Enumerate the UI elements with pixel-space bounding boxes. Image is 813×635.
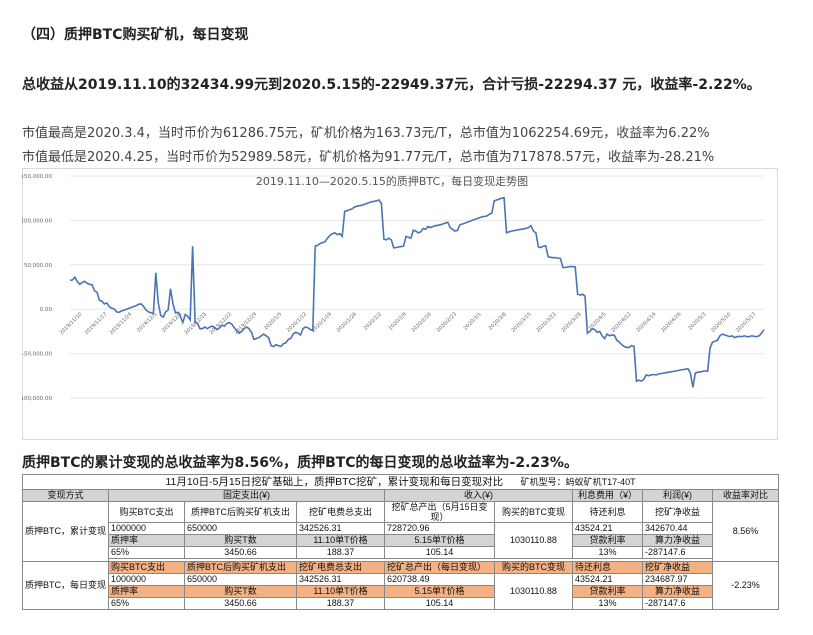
cell: 质押BTC后购买矿机支出	[184, 561, 297, 574]
cell: 13%	[572, 546, 643, 559]
cell: 650000	[184, 522, 297, 535]
summary-text: 总收益从2019.11.10的32434.99元到2020.5.15的-2294…	[22, 77, 761, 93]
cell: 贷款利率	[572, 585, 643, 598]
cell: 购买T数	[184, 585, 297, 598]
header-row: 变现方式 固定支出(¥) 收入(¥) 利息费用（¥） 利润(¥) 收益率对比	[22, 489, 780, 502]
hdr-profit: 利润(¥)	[642, 489, 713, 502]
cell: 挖矿电费总支出	[296, 501, 385, 523]
cell: 342526.31	[296, 522, 385, 535]
table-row: 1000000 650000 342526.31 728720.96 10301…	[23, 522, 779, 559]
table-row: 质押率 购买T数 11.10单T价格 5.15单T价格 贷款利率 算力净收益	[22, 585, 779, 598]
cell: 1000000	[108, 573, 185, 586]
cell: 质押BTC后购买矿机支出	[184, 501, 297, 523]
para-high: 市值最高是2020.3.4，当时币价为61286.75元，矿机价格为163.73…	[22, 126, 710, 141]
table-row: 质押BTC，每日变现 购买BTC支出 质押BTC后购买矿机支出 挖矿电费总支出 …	[22, 561, 780, 610]
cell: 贷款利率	[572, 534, 643, 547]
cell: 算力净收益	[642, 585, 713, 598]
cell: 620738.49	[384, 573, 495, 586]
row1-btc: 1030110.88	[494, 522, 573, 559]
cell: 待还利息	[572, 561, 643, 574]
hdr-interest: 利息费用（¥）	[572, 489, 643, 502]
hdr-method: 变现方式	[22, 489, 109, 502]
y-tick-label: 0.00	[40, 307, 53, 313]
table-title: 11月10日-5月15日挖矿基础上，质押BTC挖矿，累计变现和每日变现对比	[165, 476, 504, 488]
y-tick-label: -100,000.00	[22, 396, 52, 402]
y-tick-label: 100,000.00	[22, 218, 52, 224]
cell: 3450.66	[184, 597, 297, 610]
cell: 挖矿电费总支出	[296, 561, 385, 574]
table-row: 质押率 购买T数 11.10单T价格 5.15单T价格 贷款利率 算力净收益	[22, 534, 779, 547]
cell: 质押率	[108, 534, 185, 547]
cell: 188.37	[296, 546, 385, 559]
cell: 234687.97	[642, 573, 713, 586]
y-axis-ticks: 150,000.00 100,000.00 50,000.00 0.00 -50,000…	[22, 174, 52, 402]
cell: 购买的BTC变现	[494, 501, 573, 523]
cell: 650000	[184, 573, 297, 586]
cell: 挖矿总产出（每日变现）	[384, 561, 495, 574]
chart-title: 2019.11.10—2020.5.15的质押BTC，每日变现走势图	[256, 174, 528, 188]
y-tick-label: 50,000.00	[24, 263, 52, 269]
table-row: 65% 3450.66 188.37 105.14 13% -287147.6	[23, 546, 779, 559]
row2-rate: -2.23%	[711, 561, 780, 610]
cell: 13%	[572, 597, 643, 610]
cell: 购买T数	[184, 534, 297, 547]
cell: 5.15单T价格	[384, 534, 495, 547]
table-row: 65% 3450.66 188.37 105.14 13% -287147.6	[23, 597, 779, 610]
cell: 11.10单T价格	[296, 585, 385, 598]
cell: 5.15单T价格	[384, 585, 495, 598]
y-tick-label: 150,000.00	[22, 174, 52, 180]
line-chart: 150,000.00 100,000.00 50,000.00 0.00 -50,000…	[22, 168, 778, 440]
hdr-rate: 收益率对比	[711, 489, 780, 502]
comparison-table: 11月10日-5月15日挖矿基础上，质押BTC挖矿，累计变现和每日变现对比 矿机…	[21, 474, 780, 634]
series-line	[69, 196, 765, 388]
hdr-fixed-cost: 固定支出(¥)	[108, 489, 385, 502]
cell: 105.14	[384, 597, 495, 610]
cell: 342526.31	[296, 573, 385, 586]
row2-label: 质押BTC，每日变现	[22, 561, 109, 610]
cell: 1000000	[108, 522, 185, 535]
cell: 质押率	[108, 585, 185, 598]
table-row: 1000000 650000 342526.31 620738.49 10301…	[23, 573, 779, 610]
cell: 65%	[108, 597, 185, 610]
cell: 挖矿净收益	[642, 561, 713, 574]
cell: 728720.96	[384, 522, 495, 535]
cell: 3450.66	[184, 546, 297, 559]
cell: -287147.6	[642, 597, 713, 610]
section-heading: （四）质押BTC购买矿机，每日变现	[22, 27, 249, 43]
cell: 43524.21	[572, 522, 643, 535]
chart-grid	[70, 175, 764, 399]
cell: 待还利息	[572, 501, 643, 523]
row1-label: 质押BTC，累计变现	[22, 501, 109, 562]
cell: 11.10单T价格	[296, 534, 385, 547]
cell: 342670.44	[642, 522, 713, 535]
para-low: 市值最低是2020.4.25，当时币价为52989.58元，矿机价格为91.77…	[22, 150, 715, 165]
cell: 105.14	[384, 546, 495, 559]
cell: -287147.6	[642, 546, 713, 559]
cell: 购买的BTC变现	[494, 561, 573, 574]
cell: 188.37	[296, 597, 385, 610]
table-heading: 质押BTC的累计变现的总收益率为8.56%，质押BTC的每日变现的总收益率为-2…	[22, 455, 578, 471]
cell: 挖矿总产出（5月15日变现）	[384, 501, 495, 523]
miner-model: 矿机型号：蚂蚁矿机T17-40T	[520, 477, 636, 487]
row1-rate: 8.56%	[711, 501, 780, 562]
y-tick-label: -50,000.00	[22, 352, 52, 358]
cell: 挖矿净收益	[642, 501, 713, 523]
table-title-row: 11月10日-5月15日挖矿基础上，质押BTC挖矿，累计变现和每日变现对比 矿机…	[21, 474, 780, 490]
cell: 43524.21	[572, 573, 643, 586]
cell: 65%	[108, 546, 185, 559]
cell: 购买BTC支出	[108, 561, 185, 574]
row2-btc: 1030110.88	[494, 573, 573, 610]
chart-border	[22, 168, 778, 440]
cell: 购买BTC支出	[108, 501, 185, 523]
hdr-income: 收入(¥)	[384, 489, 573, 502]
cell: 算力净收益	[642, 534, 713, 547]
